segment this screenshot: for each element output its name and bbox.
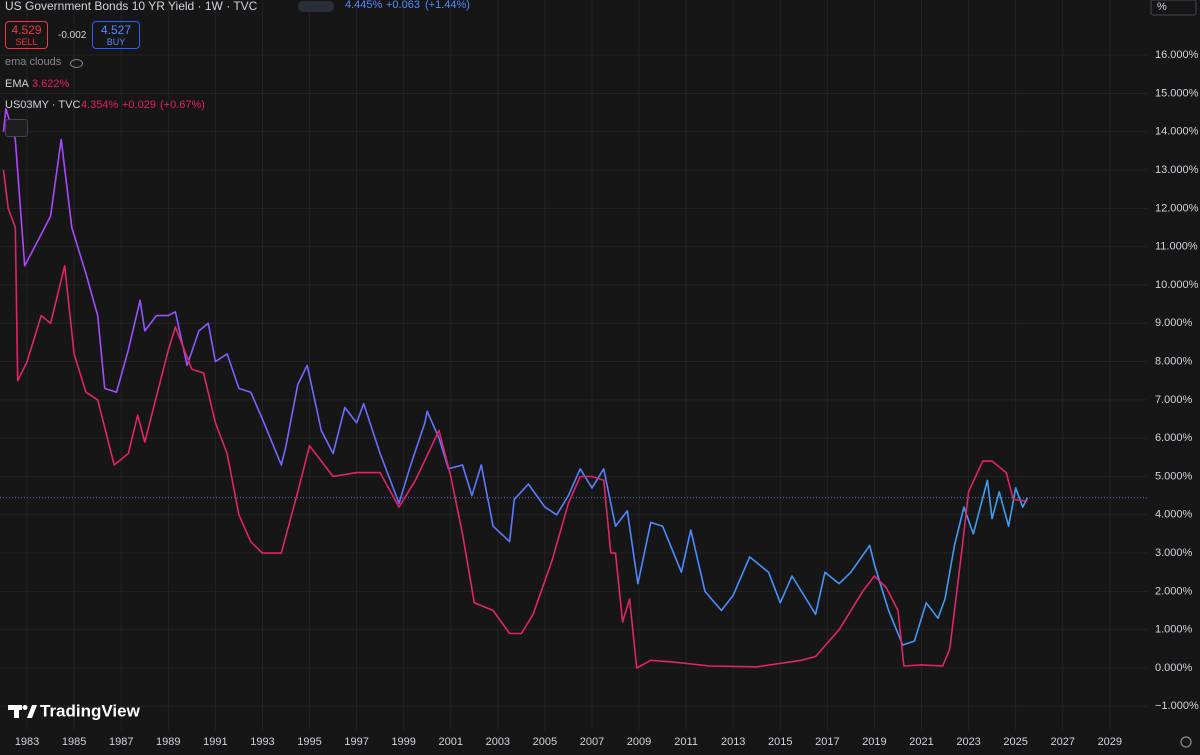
x-tick-label: 2027	[1050, 736, 1074, 748]
x-tick-label: 2015	[768, 736, 792, 748]
axes: −1.000% 0.000% 1.000% 2.000% 3.000% 4.000% 5.0…	[15, 49, 1199, 748]
compare-symbol[interactable]: US03MY · TVC	[5, 99, 81, 111]
logo-text: TradingView	[40, 701, 141, 720]
y-tick-label: 0.000%	[1155, 662, 1193, 674]
x-tick-label: 2013	[721, 736, 745, 748]
logo-dot	[22, 705, 28, 710]
indicator-name[interactable]: EMA	[5, 78, 29, 90]
sell-price: 4.529	[11, 23, 42, 37]
series-line	[2, 170, 1028, 669]
change-pct: (+1.44%)	[425, 0, 470, 11]
y-tick-label: 10.000%	[1155, 279, 1199, 291]
plot	[0, 108, 1147, 669]
x-tick-label: 1985	[62, 736, 86, 748]
logo-slash	[27, 705, 37, 718]
y-tick-label: 12.000%	[1155, 202, 1199, 214]
x-tick-label: 1993	[250, 736, 274, 748]
x-tick-label: 2011	[674, 736, 698, 748]
x-tick-label: 2003	[486, 736, 510, 748]
y-tick-label: 1.000%	[1155, 624, 1193, 636]
compare-value: 4.354%	[81, 99, 119, 111]
series-line	[2, 108, 1029, 646]
buy-button[interactable]: 4.527 BUY	[92, 21, 140, 49]
x-tick-label: 2009	[627, 736, 651, 748]
x-tick-label: 1995	[297, 736, 321, 748]
x-tick-label: 1997	[344, 736, 368, 748]
sell-button[interactable]: 4.529 SELL	[5, 21, 48, 49]
y-tick-label: 3.000%	[1155, 547, 1193, 559]
y-tick-label: 8.000%	[1155, 355, 1193, 367]
settings-icon[interactable]	[1180, 736, 1192, 748]
x-tick-label: 1983	[15, 736, 39, 748]
y-tick-label: 5.000%	[1155, 470, 1193, 482]
y-tick-label: 11.000%	[1155, 241, 1198, 253]
buy-label: BUY	[106, 37, 126, 47]
x-tick-label: 2001	[439, 736, 463, 748]
buy-price: 4.527	[100, 23, 132, 37]
scale-unit[interactable]: %	[1157, 1, 1167, 13]
spread: -0.002	[58, 30, 87, 41]
x-tick-label: 2023	[956, 736, 980, 748]
scale-button[interactable]	[1150, 0, 1197, 16]
x-tick-label: 1999	[391, 736, 415, 748]
y-tick-label: 9.000%	[1155, 317, 1193, 329]
toggle[interactable]	[298, 1, 334, 12]
hidden-icon[interactable]	[70, 59, 83, 68]
indicator-name[interactable]: ema clouds	[5, 56, 62, 68]
y-tick-label: 2.000%	[1155, 585, 1193, 597]
x-tick-label: 2021	[909, 736, 933, 748]
x-tick-label: 2005	[533, 736, 557, 748]
y-tick-label: 4.000%	[1155, 509, 1193, 521]
indicator-value: 3.622%	[32, 78, 70, 90]
x-tick-label: 2007	[580, 736, 604, 748]
symbol-title[interactable]: US Government Bonds 10 YR Yield · 1W · T…	[5, 0, 258, 13]
x-tick-label: 2029	[1098, 736, 1122, 748]
change: +0.063	[386, 0, 420, 11]
last-price: 4.445%	[345, 0, 383, 11]
x-tick-label: 2017	[815, 736, 839, 748]
logo-bar	[14, 705, 19, 718]
y-tick-label: 16.000%	[1155, 49, 1199, 61]
x-tick-label: 1991	[203, 736, 227, 748]
y-tick-label: 6.000%	[1155, 432, 1193, 444]
collapse-button[interactable]	[5, 119, 28, 137]
y-tick-label: 15.000%	[1155, 87, 1199, 99]
compare-change-pct: (+0.67%)	[160, 99, 205, 111]
x-tick-label: 2025	[1003, 736, 1027, 748]
x-tick-label: 1989	[156, 736, 180, 748]
y-tick-label: −1.000%	[1155, 700, 1199, 712]
y-tick-label: 7.000%	[1155, 394, 1193, 406]
sell-label: SELL	[15, 37, 38, 47]
grid	[0, 0, 1147, 730]
compare-change: +0.029	[122, 99, 156, 111]
x-tick-label: 1987	[109, 736, 133, 748]
logo-mark	[8, 705, 37, 718]
y-tick-label: 13.000%	[1155, 164, 1199, 176]
y-tick-label: 14.000%	[1155, 126, 1199, 138]
x-tick-label: 2019	[862, 736, 886, 748]
